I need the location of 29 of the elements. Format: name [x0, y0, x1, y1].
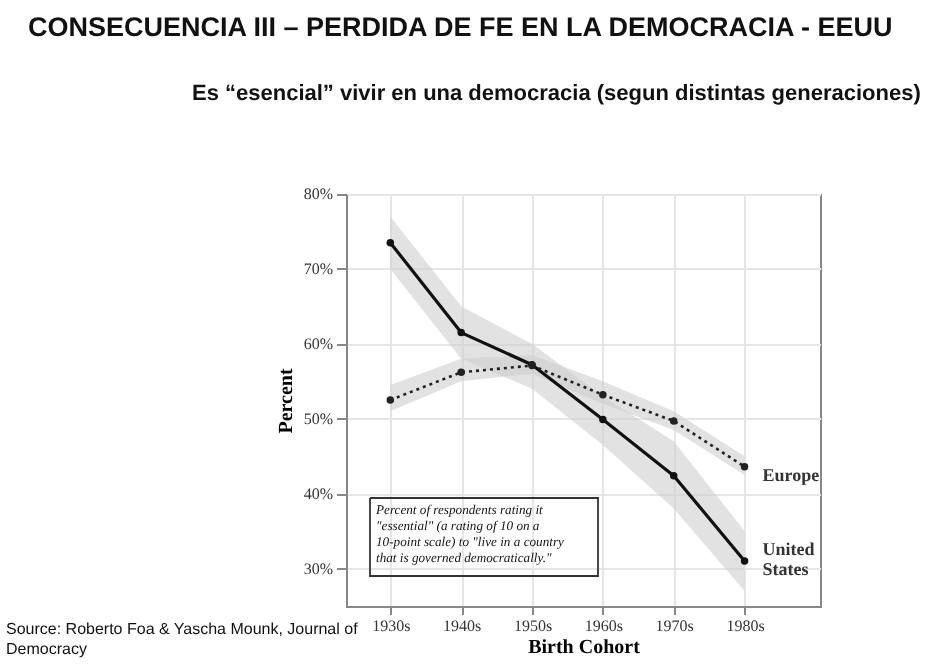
chart-title: CONSECUENCIA III – PERDIDA DE FE EN LA DEMOCRACIA - EEUU: [28, 12, 893, 42]
y-tick-label: 40%: [303, 484, 334, 503]
x-tick-label: 1970s: [655, 617, 694, 635]
series-label: Europe: [762, 464, 820, 485]
x-tick-label: 1960s: [584, 617, 623, 635]
point: [386, 396, 395, 404]
y-axis-title: Percent: [275, 367, 298, 434]
x-tick-label: 1940s: [443, 617, 482, 635]
y-tick-label: 60%: [303, 334, 334, 353]
x-axis-title: Birth Cohort: [528, 637, 642, 659]
y-tick-label: 70%: [303, 259, 334, 278]
x-tick-label: 1930s: [372, 617, 411, 635]
y-tick-label: 50%: [303, 409, 334, 428]
point: [457, 328, 465, 337]
series-label: United States: [762, 539, 815, 580]
point: [386, 238, 395, 247]
y-tick-label: 80%: [303, 185, 334, 203]
y-tick-label: 30%: [303, 559, 334, 578]
point: [669, 471, 678, 480]
x-tick-label: 1950s: [513, 617, 553, 635]
chart-subtitle: Es “esencial” vivir en una democracia (segun distintas generaciones): [192, 82, 922, 106]
point: [740, 462, 749, 471]
point: [457, 368, 465, 377]
point: [740, 557, 749, 565]
point: [599, 415, 607, 424]
point: [669, 417, 678, 425]
point: [599, 391, 607, 399]
x-tick-label: 1980s: [726, 617, 765, 635]
source-note: Source: Roberto Foa & Yascha Mounk, Journal of Democracy: [6, 620, 360, 658]
